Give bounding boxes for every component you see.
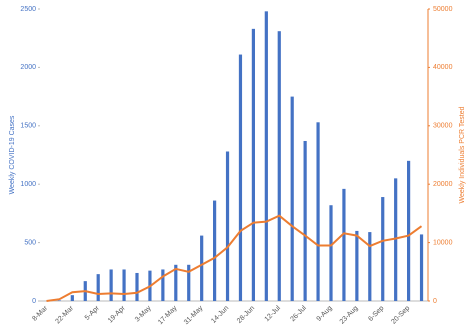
y-tick-label: 2000 [20,64,36,71]
y-tick-label: 1000 [20,181,36,188]
y-tick-label: 1500 [20,123,36,130]
y2-axis-title: Weekly Individuals PCR Tested [459,106,466,203]
x-tick-label: 19-Apr [107,304,127,324]
bar [238,54,243,301]
x-tick-label: 6-Sep [367,305,385,323]
bar [264,11,268,302]
bar [329,205,333,301]
bar [161,269,165,301]
x-tick-label: 23-Aug [339,305,360,326]
y-axis-title: Weekly COVID-19 Cases [9,115,16,194]
bar [135,272,139,301]
bar [407,160,411,301]
bar [290,96,294,301]
line [46,214,423,302]
y2-tick-label: 30000 [433,123,453,130]
bar [316,122,320,302]
bar [109,269,113,301]
bar [355,230,359,301]
bar [251,28,255,302]
bar [187,264,191,301]
bar [57,300,61,301]
x-tick-label: 8-Mar [31,304,49,322]
y2-tick-label: 10000 [433,239,453,246]
bar [122,269,126,301]
bar [394,178,398,301]
bar [368,232,372,301]
bar [200,235,204,301]
bar [342,188,346,301]
bar [419,234,424,301]
y2-tick-label: 50000 [433,6,453,13]
x-tick-label: 3-May [134,304,153,323]
x-tick-label: 5-Apr [84,304,102,322]
bar [277,31,281,302]
bar [213,200,217,301]
x-tick-label: 12-Jul [264,304,283,323]
y2-tick-label: 20000 [433,181,453,188]
x-tick-label: 22-Mar [54,304,75,325]
x-tick-label: 14-Jun [210,305,230,325]
bar [303,140,307,301]
bar [70,295,74,301]
x-tick-label: 31-May [183,304,205,326]
y-tick-label: 0 [32,298,36,305]
y-tick-label: 2500 [20,6,36,13]
x-tick-label: 28-Jun [236,305,256,325]
bar [225,151,230,301]
x-tick-label: 26-Jul [289,304,308,323]
bar [381,197,385,301]
y-tick-label: 500 [24,239,36,246]
bar [96,274,100,301]
bar [174,264,178,301]
x-tick-label: 20-Sep [390,305,411,326]
y2-tick-label: 0 [433,298,437,305]
y2-tick-label: 40000 [433,64,453,71]
x-tick-label: 17-May [157,304,179,326]
x-tick-label: 9-Aug [316,305,334,323]
